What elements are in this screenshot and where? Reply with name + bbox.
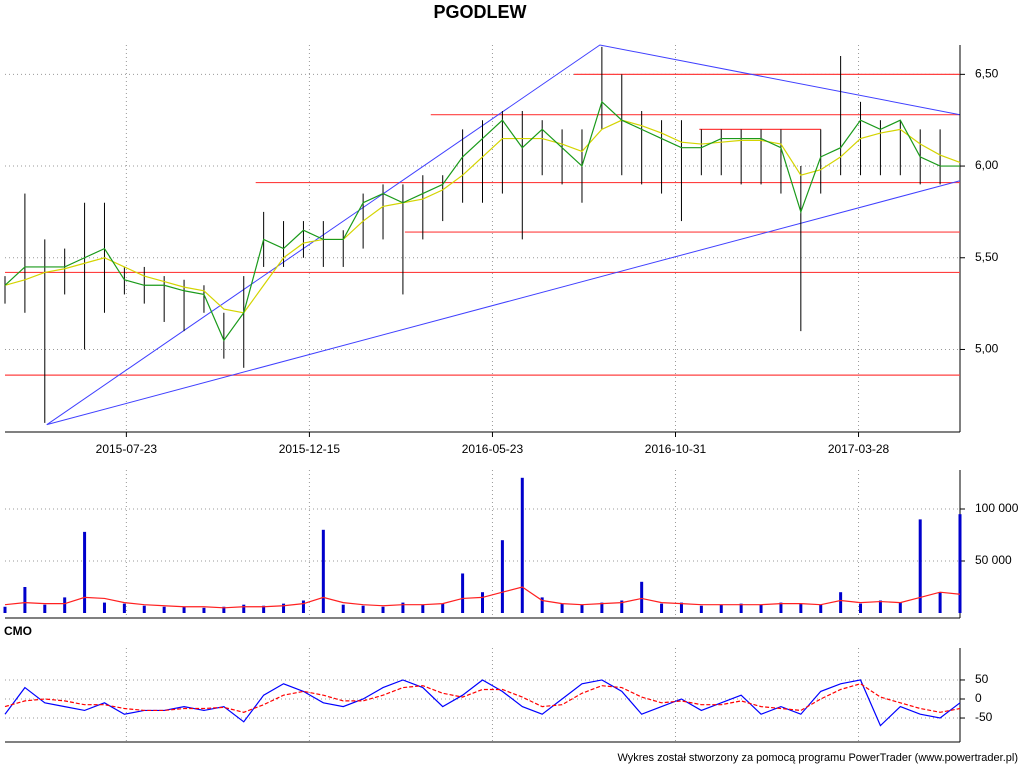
trendline [46, 180, 961, 426]
volume-bar [102, 602, 106, 613]
volume-average [4, 586, 961, 609]
y-tick-label: 5,00 [975, 342, 999, 356]
volume-bar [262, 605, 266, 613]
volume-bar [719, 604, 723, 613]
volume-bar [282, 603, 286, 613]
y-tick-label: 0 [975, 691, 982, 705]
volume-bar [560, 603, 564, 613]
volume-bar [481, 592, 484, 613]
volume-bar [361, 605, 365, 613]
x-tick-label: 2016-10-31 [645, 442, 707, 456]
y-tick-label: 6,50 [975, 67, 999, 81]
volume-bar [63, 597, 67, 613]
close-line [4, 100, 960, 342]
volume-bar [799, 603, 803, 613]
volume-bar [401, 602, 405, 613]
volume-bar [321, 529, 325, 613]
volume-bar [162, 606, 166, 613]
volume-bar [819, 604, 823, 613]
volume-bar [918, 519, 922, 613]
volume-bar [580, 604, 584, 613]
volume-bar [679, 602, 683, 613]
volume-bar [301, 600, 305, 613]
volume-bar [878, 600, 882, 613]
trendline [46, 44, 961, 426]
volume-bar [341, 604, 345, 613]
volume-bar [3, 606, 7, 613]
volume-bar [222, 606, 226, 613]
volume-bar [122, 603, 126, 613]
volume-bar [938, 592, 942, 613]
volume-bar [202, 607, 206, 613]
volume-bar [540, 597, 544, 613]
volume-bar [759, 604, 763, 613]
volume-bar [699, 605, 703, 613]
volume-bar [898, 602, 902, 613]
volume-bar [640, 581, 644, 613]
y-tick-label: -50 [975, 710, 993, 724]
x-tick-label: 2015-12-15 [279, 442, 341, 456]
panel-title: CMO [4, 624, 32, 638]
y-tick-label: 50 000 [975, 553, 1012, 567]
volume-bar [421, 604, 425, 613]
cmo-line [4, 683, 961, 713]
volume-bar [660, 603, 664, 613]
volume-bar [23, 587, 27, 613]
volume-bar [182, 606, 186, 613]
x-tick-label: 2017-03-28 [828, 442, 890, 456]
cmo-line [4, 679, 961, 727]
volume-bar [242, 604, 246, 613]
volume-bar [839, 592, 843, 613]
volume-bar [142, 605, 146, 613]
y-tick-label: 6,00 [975, 158, 999, 172]
y-tick-label: 50 [975, 672, 989, 686]
x-tick-label: 2016-05-23 [462, 442, 524, 456]
volume-bar [620, 600, 624, 613]
volume-bar [958, 514, 962, 613]
chart-title: PGODLEW [434, 2, 527, 22]
volume-bar [381, 606, 385, 613]
moving-average [4, 119, 961, 314]
volume-bar [739, 603, 743, 613]
footer: Wykres został stworzony za pomocą progra… [617, 752, 1018, 764]
volume-bar [83, 531, 87, 613]
volume-bar [500, 540, 504, 613]
volume-bar [520, 477, 524, 613]
volume-bar [779, 602, 783, 613]
volume-bar [859, 603, 863, 613]
volume-bar [600, 602, 604, 613]
y-tick-label: 100 000 [975, 501, 1019, 515]
x-tick-label: 2015-07-23 [96, 442, 158, 456]
y-tick-label: 5,50 [975, 250, 999, 264]
volume-bar [43, 604, 47, 613]
volume-bar [461, 573, 465, 613]
volume-bar [441, 603, 445, 613]
